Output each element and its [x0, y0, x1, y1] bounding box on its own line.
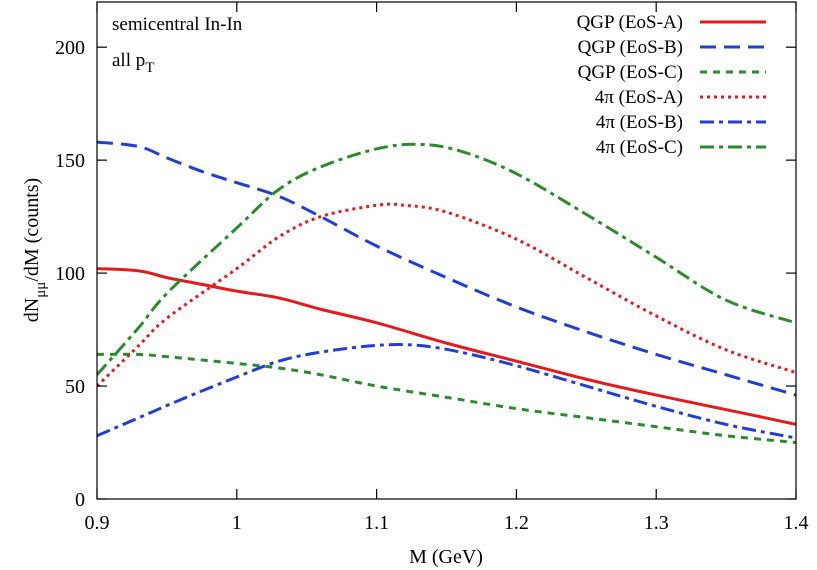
- legend-label-2: QGP (EoS-B): [578, 37, 683, 58]
- x-axis-title: M (GeV): [409, 546, 483, 568]
- series-line-6: [97, 142, 796, 376]
- y-axis-title-main: dN: [21, 298, 43, 322]
- x-tick-label: 1.1: [364, 512, 389, 534]
- y-axis-title-sub: μμ: [33, 282, 49, 298]
- x-tick-label: 1.3: [644, 512, 669, 534]
- series-line-5: [97, 343, 796, 440]
- annotation-pt-main: all p: [112, 50, 145, 71]
- y-tick-label: 100: [55, 263, 85, 285]
- legend-label-3: QGP (EoS-C): [578, 62, 683, 83]
- y-tick-label: 50: [65, 376, 85, 398]
- y-tick-label: 0: [75, 489, 85, 511]
- legend-label-1: QGP (EoS-A): [577, 12, 683, 33]
- series-layer: [97, 140, 796, 445]
- x-tick-label: 0.9: [85, 512, 110, 534]
- series-line-1: [97, 267, 796, 426]
- series-line-2: [97, 140, 796, 397]
- series-line-3: [97, 352, 796, 445]
- x-tick-label: 1.4: [784, 512, 809, 534]
- legend-label-4: 4π (EoS-A): [595, 87, 683, 108]
- legend: QGP (EoS-A) QGP (EoS-B) QGP (EoS-C) 4π (EoS…: [577, 12, 766, 158]
- ticks-layer: 0.9 1 1.1 1.2 1.3 1.4 0 50 100 150 200: [55, 2, 809, 534]
- annotation-pt: all pT: [112, 50, 154, 76]
- series-line-4: [97, 202, 796, 388]
- y-axis-title: dNμμ/dM (counts): [21, 178, 49, 322]
- y-axis-title-rest: /dM (counts): [21, 178, 43, 282]
- x-tick-label: 1.2: [504, 512, 529, 534]
- plot-frame: [96, 1, 797, 500]
- legend-label-5: 4π (EoS-B): [596, 112, 683, 133]
- annotation-pt-sub: T: [145, 60, 154, 76]
- legend-label-6: 4π (EoS-C): [596, 137, 683, 158]
- y-tick-label: 150: [55, 150, 85, 172]
- y-tick-label: 200: [55, 37, 85, 59]
- x-tick-label: 1: [232, 512, 242, 534]
- annotation-system: semicentral In-In: [112, 14, 243, 35]
